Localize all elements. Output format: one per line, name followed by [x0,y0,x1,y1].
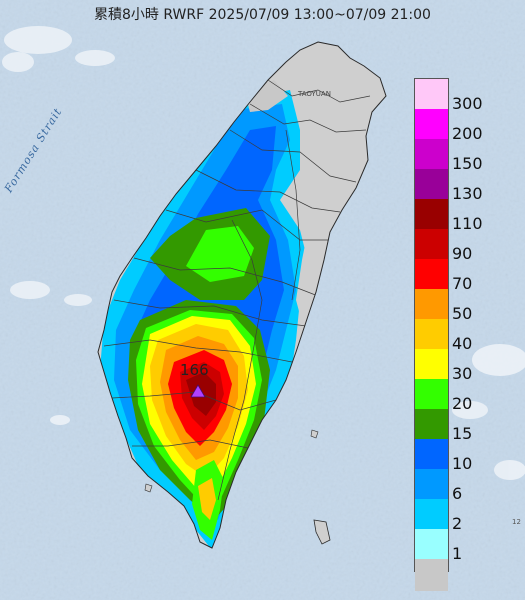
legend-label: 150 [452,154,483,173]
map-title: 累積8小時 RWRF 2025/07/09 13:00~07/09 21:00 [94,7,431,23]
legend-label: 300 [452,94,483,113]
legend-label: 1 [452,544,463,563]
legend-label: 10 [452,454,473,473]
peak-value-label: 166 [180,361,209,379]
legend-swatch [415,289,448,319]
legend-swatch [415,169,448,199]
legend-label: 40 [452,334,473,353]
legend-label: 200 [452,124,483,143]
legend-swatch [415,199,448,229]
legend-swatch [415,559,448,591]
small-island [310,429,319,439]
legend-swatch [415,109,448,139]
county-boundaries [103,79,371,501]
peak-marker-triangle[interactable] [190,384,206,398]
legend-swatch [415,409,448,439]
legend-label: 20 [452,394,473,413]
city-label: TAOYUAN [298,90,331,98]
legend-label: 30 [452,364,473,383]
legend-swatch [415,469,448,499]
legend-swatch [415,229,448,259]
legend-color-bar [414,78,449,591]
legend-label: 70 [452,274,473,293]
legend-swatch [415,379,448,409]
green-island [313,519,331,545]
legend-swatch [415,259,448,289]
legend-label: 15 [452,424,473,443]
legend-label: 110 [452,214,483,233]
legend-swatch [415,349,448,379]
legend-swatch [415,499,448,529]
legend-swatch [415,319,448,349]
small-island-west [144,483,153,493]
edge-label: 12 [512,518,521,526]
legend-label: 90 [452,244,473,263]
cloud-patches [2,26,525,480]
legend-swatch [415,529,448,559]
legend-swatch [415,139,448,169]
legend-label: 6 [452,484,463,503]
legend-label: 2 [452,514,463,533]
legend-swatch [415,439,448,469]
legend-label: 50 [452,304,473,323]
legend-label: 130 [452,184,483,203]
legend-swatch [415,79,448,109]
taiwan-outline [97,41,387,549]
